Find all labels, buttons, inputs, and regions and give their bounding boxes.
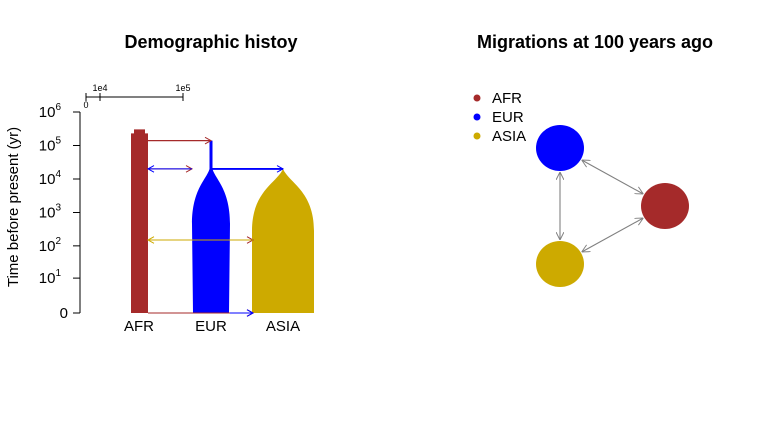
legend-label: EUR: [492, 109, 524, 126]
y-axis-label: Time before present (yr): [5, 127, 22, 287]
network-node-eur: [536, 125, 584, 171]
y-tick-label: 103: [39, 202, 62, 221]
pop-shape-asia: [252, 168, 314, 313]
legend-label: AFR: [492, 90, 522, 107]
y-tick-exponent: 2: [55, 236, 61, 247]
network-edge-asia-afr: [582, 218, 644, 252]
migration-panel: Migrations at 100 years ago AFR EUR ASIA: [473, 32, 713, 287]
legend-dot: [473, 113, 481, 121]
y-tick-base: 10: [39, 104, 56, 121]
y-tick-base: 10: [39, 171, 56, 188]
demography-panel: Demographic histoy Time before present (…: [5, 32, 314, 335]
arrow-head: [276, 165, 285, 173]
size-scale-label: 1e5: [175, 83, 190, 93]
network-edge-eur-afr: [582, 160, 644, 194]
y-tick-label: 104: [39, 169, 62, 188]
y-tick-label: 0: [60, 305, 68, 322]
network-node-asia: [536, 241, 584, 287]
network-edges: [560, 160, 643, 252]
y-tick-base: 0: [60, 305, 68, 322]
y-tick-exponent: 1: [55, 268, 61, 279]
y-tick-exponent: 3: [55, 202, 61, 213]
size-scale-label: 0: [83, 100, 88, 110]
migration-arrow-asia-afr: [146, 236, 253, 244]
migration-arrow-eur-afr: [146, 165, 192, 173]
size-scale-bar: 0 1e4 1e5: [83, 83, 190, 110]
arrow-head: [204, 136, 213, 145]
y-tick-exponent: 6: [55, 102, 61, 113]
y-tick-label: 101: [39, 268, 62, 287]
network-node-afr: [641, 183, 689, 229]
pop-shape-eur: [192, 168, 230, 313]
network-nodes: [536, 125, 689, 287]
migration-arrow-eur-asia: [230, 309, 255, 317]
size-scale-label: 1e4: [92, 83, 107, 93]
population-arrows: [146, 136, 285, 317]
y-tick-label: 102: [39, 236, 62, 255]
population-labels: AFR EUR ASIA: [124, 318, 300, 335]
y-tick-label: 106: [39, 102, 62, 121]
pop-shape-afr: [131, 133, 148, 313]
y-tick-base: 10: [39, 137, 56, 154]
demography-title: Demographic histoy: [124, 32, 297, 52]
y-tick-base: 10: [39, 270, 56, 287]
population-label: EUR: [195, 318, 227, 335]
arrow-head: [246, 309, 255, 317]
y-tick-label: 105: [39, 135, 62, 154]
migration-title: Migrations at 100 years ago: [477, 32, 713, 52]
y-tick-exponent: 5: [55, 135, 61, 146]
population-label: ASIA: [266, 318, 300, 335]
y-tick-base: 10: [39, 204, 56, 221]
legend-label: ASIA: [492, 128, 526, 145]
legend-dot: [473, 132, 481, 140]
pop-shape-eur-stem: [209, 140, 213, 171]
pop-shape-afr-cap: [134, 129, 145, 135]
arrow-head: [146, 165, 155, 173]
y-tick-exponent: 4: [55, 169, 61, 180]
y-tick-base: 10: [39, 238, 56, 255]
arrow-head: [146, 236, 155, 244]
population-label: AFR: [124, 318, 154, 335]
population-shapes: [131, 129, 314, 313]
split-arrow-eur-asia: [211, 165, 285, 173]
legend: AFR EUR ASIA: [473, 90, 526, 145]
split-arrow-afr-eur: [148, 136, 213, 145]
legend-dot: [473, 94, 481, 102]
